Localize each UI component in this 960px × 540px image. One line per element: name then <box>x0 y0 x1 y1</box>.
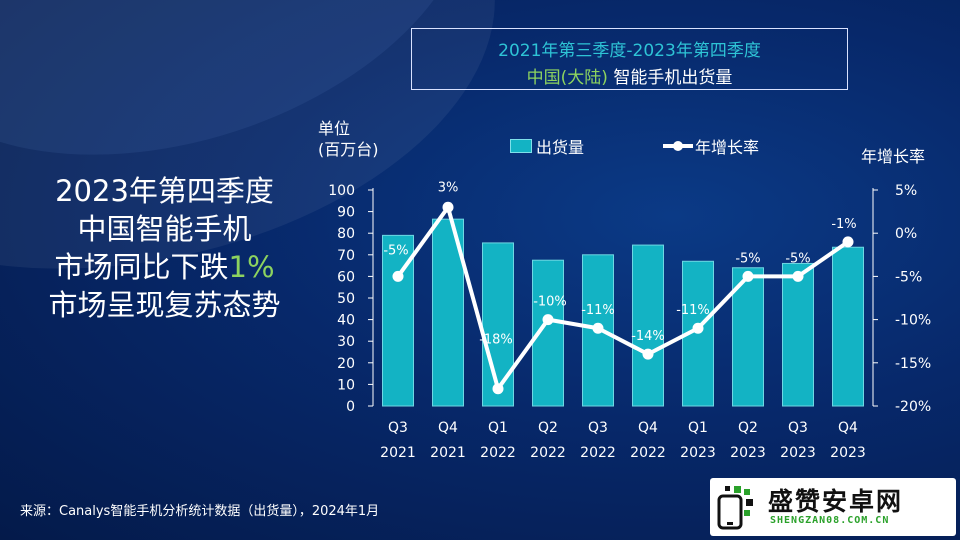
left-axis-tick-label: 60 <box>337 269 355 285</box>
category-label-year: 2023 <box>680 445 716 461</box>
growth-rate-point <box>592 322 604 334</box>
category-label-quarter: Q4 <box>638 420 658 436</box>
right-axis-tick-label: 5% <box>895 183 917 199</box>
left-axis-tick-label: 70 <box>337 248 355 264</box>
headline-line3-text: 市场同比下跌 <box>54 250 229 284</box>
growth-rate-data-label: -11% <box>581 303 615 318</box>
growth-rate-point <box>392 270 404 282</box>
legend-line-label: 年增长率 <box>695 138 760 157</box>
growth-rate-point <box>542 314 554 326</box>
legend-bar-swatch <box>510 139 532 153</box>
right-axis-title: 年增长率 <box>861 147 926 166</box>
logo-name: 盛赞安卓网 <box>768 487 904 516</box>
chart-title-line1: 2021年第三季度-2023年第四季度 <box>498 41 761 61</box>
logo-url: SHENGZAN08.COM.CN <box>770 515 890 526</box>
headline-line4: 市场呈现复苏态势 <box>48 288 281 322</box>
right-axis-tick-label: -15% <box>895 356 931 372</box>
growth-rate-point <box>742 270 754 282</box>
bar-shipments <box>782 262 814 407</box>
headline-pct: 1% <box>228 250 275 284</box>
growth-rate-point <box>842 236 854 248</box>
chart-title-box: 2021年第三季度-2023年第四季度 中国(大陆) 智能手机出货量 <box>411 28 848 90</box>
category-label-quarter: Q3 <box>788 420 808 436</box>
category-label-quarter: Q3 <box>588 420 608 436</box>
growth-rate-data-label: -10% <box>533 295 567 310</box>
category-label-quarter: Q4 <box>838 420 858 436</box>
right-axis-tick-label: -5% <box>895 269 922 285</box>
category-label-quarter: Q2 <box>738 420 758 436</box>
category-label-quarter: Q4 <box>438 420 458 436</box>
growth-rate-point <box>692 322 704 334</box>
headline: 2023年第四季度 中国智能手机 市场同比下跌1% 市场呈现复苏态势 <box>22 172 307 324</box>
category-label-year: 2022 <box>480 445 516 461</box>
right-axis-tick-label: -20% <box>895 399 931 415</box>
right-axis-tick-label: -10% <box>895 313 931 329</box>
left-axis-tick-label: 0 <box>346 399 355 415</box>
headline-line2: 中国智能手机 <box>77 212 252 246</box>
category-label-year: 2022 <box>530 445 566 461</box>
legend-item-shipments: 出货量 <box>510 134 584 158</box>
phone-logo-icon <box>717 486 753 530</box>
headline-line1: 2023年第四季度 <box>55 174 274 208</box>
left-axis-tick-label: 100 <box>328 183 355 199</box>
left-axis-tick-label: 80 <box>337 226 355 242</box>
category-label-year: 2023 <box>780 445 816 461</box>
left-axis-unit-line2: (百万台) <box>318 140 379 159</box>
right-axis-tick-label: 0% <box>895 226 917 242</box>
left-axis-tick-label: 90 <box>337 205 355 221</box>
category-label-year: 2021 <box>430 445 466 461</box>
chart-title-line2: 中国(大陆) 智能手机出货量 <box>412 63 847 88</box>
growth-rate-line <box>396 205 850 391</box>
bar-shipments <box>832 246 864 407</box>
legend-item-growth: 年增长率 <box>663 134 759 158</box>
category-label-year: 2021 <box>380 445 416 461</box>
category-label-quarter: Q1 <box>488 420 508 436</box>
left-axis-tick-label: 50 <box>337 291 355 307</box>
category-label-quarter: Q2 <box>538 420 558 436</box>
growth-rate-data-label: -5% <box>735 251 760 266</box>
growth-rate-data-label: 3% <box>438 180 459 195</box>
chart-title-region: 中国(大陆) <box>526 68 608 88</box>
chart-title-subject: 智能手机出货量 <box>607 68 733 88</box>
growth-rate-point <box>492 383 504 395</box>
left-axis-tick-label: 20 <box>337 356 355 372</box>
left-axis-unit-line1: 单位 <box>318 119 351 138</box>
left-axis-tick-label: 10 <box>337 377 355 393</box>
category-label-year: 2023 <box>730 445 766 461</box>
growth-rate-data-label: -5% <box>785 251 810 266</box>
category-label-quarter: Q1 <box>688 420 708 436</box>
source-note: 来源：Canalys智能手机分析统计数据（出货量），2024年1月 <box>20 504 380 519</box>
growth-rate-point <box>442 201 454 213</box>
growth-rate-data-label: -18% <box>479 333 513 348</box>
category-label-year: 2023 <box>830 445 866 461</box>
category-label-year: 2022 <box>580 445 616 461</box>
growth-rate-data-label: -1% <box>831 217 856 232</box>
category-label-year: 2022 <box>630 445 666 461</box>
growth-rate-point <box>792 270 804 282</box>
bar-shipments <box>482 242 514 407</box>
bar-shipments <box>732 267 764 407</box>
growth-rate-data-label: -14% <box>631 329 665 344</box>
legend-line-swatch <box>663 141 693 151</box>
legend-bar-label: 出货量 <box>536 138 585 157</box>
growth-rate-data-label: -11% <box>676 303 710 318</box>
growth-rate-data-label: -5% <box>383 243 408 258</box>
growth-rate-point <box>642 348 654 360</box>
bar-shipments <box>632 244 664 407</box>
site-logo: 盛赞安卓网 SHENGZAN08.COM.CN <box>710 478 956 536</box>
left-axis-tick-label: 40 <box>337 313 355 329</box>
category-label-quarter: Q3 <box>388 420 408 436</box>
left-axis-unit: 单位 (百万台) <box>318 118 379 160</box>
headline-line3: 市场同比下跌1% <box>22 248 307 286</box>
left-axis-tick-label: 30 <box>337 334 355 350</box>
